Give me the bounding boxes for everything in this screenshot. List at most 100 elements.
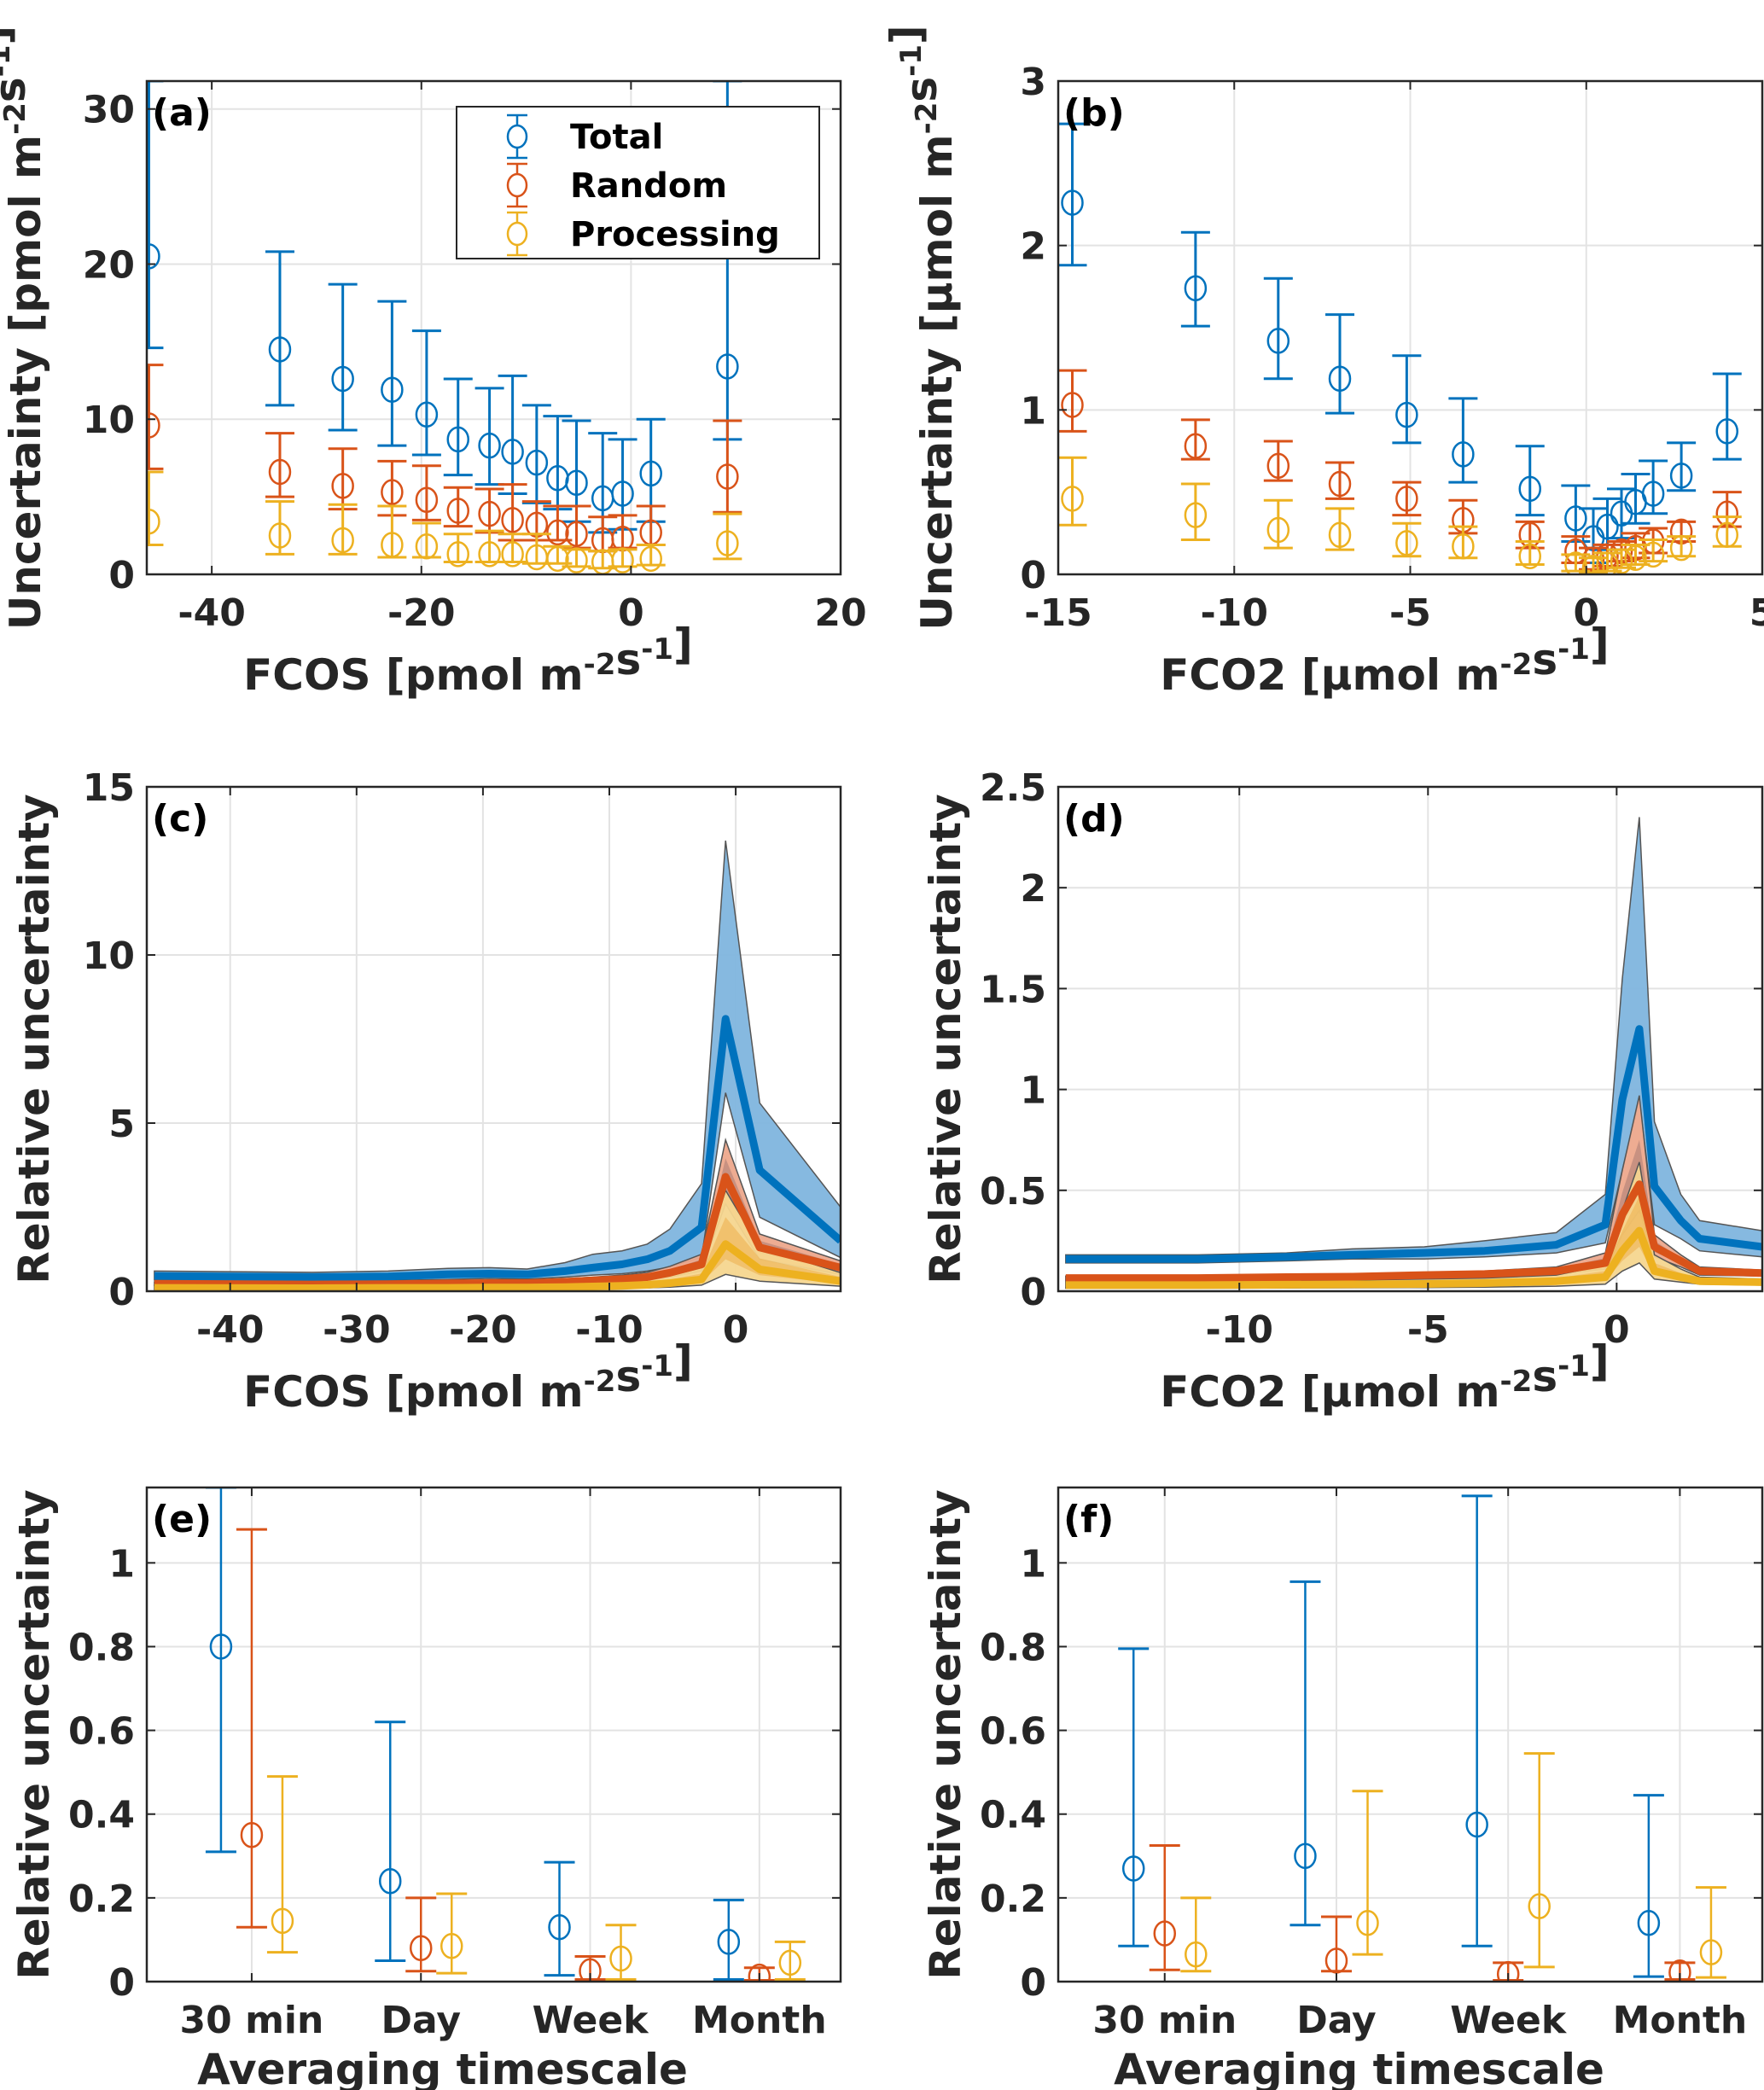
line-processing: [1065, 1226, 1762, 1290]
y-axis-label: Relative uncertainty: [9, 1489, 59, 1980]
axes-box: [145, 785, 842, 1293]
x-tick-label: -20: [387, 591, 456, 635]
x-tick-label: -10: [575, 1308, 643, 1352]
marker-circle: [1637, 1910, 1661, 1936]
series-processing: [266, 1775, 806, 1982]
marker-circle: [1356, 1910, 1379, 1936]
x-tick-label: 30 min: [180, 1999, 324, 2042]
y-tick-label: 0: [108, 1961, 135, 2005]
data-point: [1180, 482, 1210, 542]
x-tick-label: -10: [1205, 1308, 1273, 1352]
data-point: [1448, 397, 1478, 484]
marker-circle: [609, 1945, 632, 1972]
label-text: s: [615, 635, 641, 684]
y-tick-label: 0.4: [68, 1794, 135, 1837]
x-tick-label: -5: [1389, 591, 1431, 635]
data-point: [328, 282, 358, 432]
data-point: [1058, 122, 1087, 267]
marker-circle: [1395, 401, 1418, 428]
data-point: [411, 329, 441, 457]
label-text: Relative uncertainty: [921, 1489, 970, 1980]
x-tick-label: 20: [814, 591, 866, 635]
panel-f: 30 min Day Week Month 0 0.2 0.4 0.6 0.8 1 (f) Avera…: [921, 1486, 1764, 2090]
y-axis-label: Uncertainty [pmol m-2s-1]: [0, 26, 50, 631]
y-tick-label: 30: [83, 89, 135, 132]
data-point: [1392, 354, 1422, 445]
legend-label: Processing: [570, 215, 780, 254]
series-processing: [147, 470, 742, 574]
label-text: ]: [1590, 1336, 1610, 1386]
data-point: [443, 377, 473, 477]
marker-circle: [1610, 548, 1633, 574]
data-point: [474, 487, 504, 534]
data-point: [1392, 480, 1422, 517]
data-point: [1263, 277, 1293, 381]
data-point: [1352, 1790, 1383, 1956]
x-tick-label: Week: [1450, 1999, 1568, 2042]
superscript: -1: [0, 45, 17, 78]
data-point: [605, 1924, 637, 1982]
data-point: [266, 1775, 298, 1954]
x-tick-label: 0: [723, 1308, 749, 1352]
panel-d: -10 -5 0 0 0.5 1 1.5 2 2.5 (d) FCO2 [µmol m-2s-1] R…: [921, 766, 1764, 1417]
marker-circle: [1266, 516, 1290, 544]
panel-label: (b): [1063, 91, 1125, 135]
marker-circle: [716, 463, 739, 490]
label-text: FCO2 [µmol m: [1160, 650, 1499, 700]
marker-circle: [381, 479, 404, 505]
data-point: [1695, 1886, 1726, 1979]
data-point: [1633, 1794, 1664, 1978]
marker-circle: [331, 365, 354, 393]
data-point: [1263, 498, 1293, 550]
panel-label: (a): [152, 91, 212, 135]
data-point: [608, 547, 637, 573]
marker-circle: [1669, 534, 1693, 562]
y-tick-label: 0: [1020, 1271, 1046, 1314]
label-text: Averaging timescale: [197, 2045, 688, 2090]
marker-circle: [579, 1958, 602, 1982]
marker-circle: [1465, 1811, 1488, 1838]
data-point: [205, 1487, 236, 1854]
marker-circle: [1528, 1893, 1551, 1919]
x-tick-label: -40: [196, 1308, 265, 1352]
marker-circle: [565, 547, 588, 573]
y-tick-label: 1: [1020, 389, 1046, 433]
label-text: FCO2 [µmol m: [1160, 1367, 1499, 1417]
marker-circle: [446, 541, 469, 568]
panel-label: (e): [152, 1498, 212, 1541]
legend-entry: Processing: [506, 211, 780, 257]
axes-background: [1058, 1487, 1762, 1982]
legend-entry: Random: [506, 162, 727, 208]
y-tick-label: 1: [1020, 1542, 1046, 1586]
panel-label: (c): [152, 797, 208, 841]
label-text: Averaging timescale: [1114, 2045, 1604, 2090]
y-tick-label: 2: [1020, 225, 1046, 269]
label-text: Uncertainty [pmol m: [1, 135, 50, 630]
x-tick-label: Day: [381, 1999, 461, 2042]
plot-area: [154, 840, 841, 1291]
marker-circle: [748, 1963, 771, 1982]
data-point: [1523, 1752, 1555, 1969]
marker-circle: [1699, 1939, 1723, 1965]
panel-e: 30 min Day Week Month 0 0.2 0.4 0.6 0.8 1 (e) Avera…: [9, 1486, 842, 2090]
y-axis-label: Uncertainty [µmol m-2s-1]: [882, 25, 962, 631]
data-point: [405, 1896, 437, 1973]
data-point: [1058, 456, 1087, 527]
y-axis-label: Relative uncertainty: [9, 794, 59, 1284]
marker-circle: [1496, 1960, 1520, 1982]
marker-circle: [1581, 555, 1605, 574]
data-point: [1448, 525, 1478, 560]
panel-label: (f): [1063, 1498, 1114, 1541]
x-tick-label: -40: [178, 591, 246, 635]
data-point: [713, 1898, 744, 1982]
label-text: s: [0, 77, 35, 102]
data-point: [636, 417, 666, 523]
superscript: -1: [1557, 1349, 1590, 1383]
series-total: [1118, 1494, 1664, 1978]
marker-circle: [446, 498, 469, 524]
data-point: [1515, 539, 1545, 570]
y-tick-label: 0: [108, 1271, 135, 1314]
data-point: [1118, 1647, 1150, 1947]
marker-circle: [1266, 452, 1290, 480]
marker-circle: [1564, 505, 1587, 532]
